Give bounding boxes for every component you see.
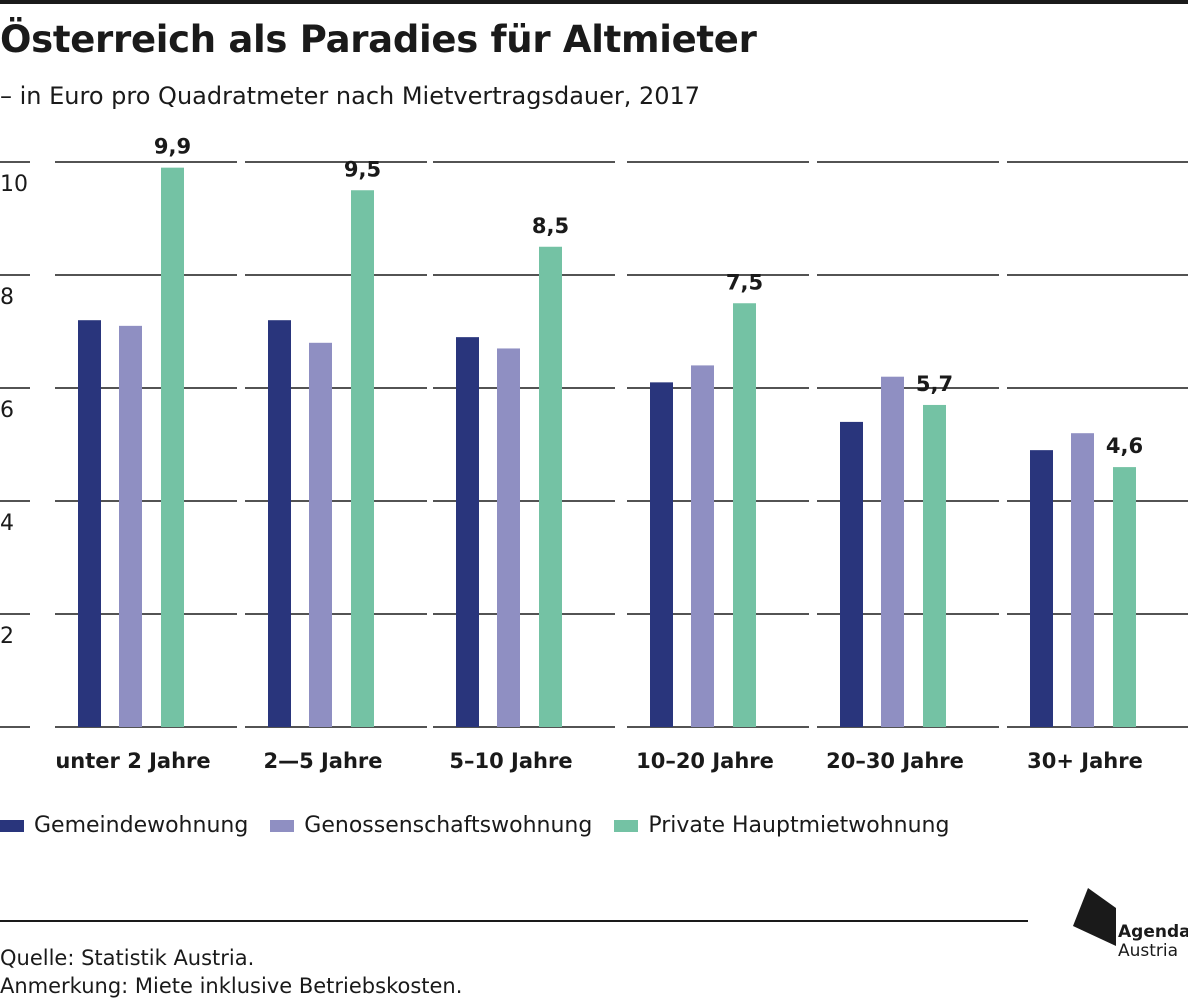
- bar-1-0: [119, 325, 142, 727]
- legend-item-gemeindewohnung: Gemeindewohnung: [0, 813, 248, 838]
- bar-2-3: [733, 303, 756, 727]
- bar-0-3: [650, 382, 673, 727]
- y-tick-label: 6: [0, 398, 14, 423]
- bar-2-2: [539, 246, 562, 727]
- data-label: 7,5: [726, 270, 763, 294]
- category-label: 30+ Jahre: [1027, 749, 1143, 773]
- bar-0-2: [456, 337, 479, 727]
- bar-1-1: [309, 342, 332, 727]
- logo-subname: Austria: [1118, 941, 1179, 961]
- bar-0-4: [840, 421, 863, 727]
- bar-0-5: [1030, 450, 1053, 727]
- legend-label-gemeindewohnung: Gemeindewohnung: [34, 813, 249, 838]
- category-label: 10–20 Jahre: [636, 749, 774, 773]
- bottom-rule: [0, 920, 1028, 922]
- data-label: 8,5: [532, 214, 569, 238]
- data-label: 4,6: [1106, 434, 1143, 458]
- category-label: 20–30 Jahre: [826, 749, 964, 773]
- remark-text: Anmerkung: Miete inklusive Betriebskoste…: [0, 974, 463, 998]
- source-text: Quelle: Statistik Austria.: [0, 946, 255, 970]
- top-rule: [0, 0, 1188, 4]
- legend-swatch-gemeindewohnung: [0, 819, 24, 832]
- legend-item-genossenschaftswohnung: Genossenschaftswohnung: [270, 813, 592, 838]
- bar-2-5: [1113, 467, 1136, 727]
- y-tick-label: 4: [0, 511, 14, 536]
- data-label: 9,9: [154, 135, 191, 159]
- legend-label-genossenschaftswohnung: Genossenschaftswohnung: [304, 813, 593, 838]
- chart-title: Österreich als Paradies für Altmieter: [0, 18, 757, 61]
- category-label: unter 2 Jahre: [55, 749, 210, 773]
- legend-item-private-hauptmietwohnung: Private Hauptmietwohnung: [614, 813, 949, 838]
- bar-1-3: [691, 365, 714, 727]
- legend-label-private-hauptmietwohnung: Private Hauptmietwohnung: [648, 813, 950, 838]
- bar-1-4: [881, 376, 904, 727]
- bar-2-1: [351, 190, 374, 727]
- bar-1-5: [1071, 433, 1094, 727]
- data-label: 5,7: [916, 372, 953, 396]
- bar-2-4: [923, 404, 946, 727]
- bar-1-2: [497, 348, 520, 727]
- category-label: 5–10 Jahre: [449, 749, 572, 773]
- y-tick-label: 8: [0, 285, 14, 310]
- bar-0-0: [78, 320, 101, 727]
- category-label: 2—5 Jahre: [263, 749, 382, 773]
- agenda-austria-logo-icon: [1073, 888, 1116, 946]
- bar-chart: 2 4 6 8 10 9,9 9,5 8,5 7,5 5,7 4,6 unter 2 Jahre 2—5…: [0, 135, 1188, 773]
- bar-2-0: [161, 167, 184, 727]
- y-tick-label: 2: [0, 624, 14, 649]
- legend-swatch-genossenschaftswohnung: [270, 819, 295, 832]
- source-note: Quelle: Statistik Austria. Anmerkung: Mi…: [0, 944, 462, 1000]
- y-tick-label: 10: [0, 172, 28, 197]
- legend-swatch-private-hauptmietwohnung: [614, 819, 639, 832]
- data-label: 9,5: [344, 157, 381, 181]
- legend: Gemeindewohnung Genossenschaftswohnung P…: [0, 813, 949, 838]
- logo-name: Agenda: [1118, 922, 1188, 942]
- chart-subtitle: – in Euro pro Quadratmeter nach Mietvert…: [0, 82, 701, 110]
- bar-0-1: [268, 320, 291, 727]
